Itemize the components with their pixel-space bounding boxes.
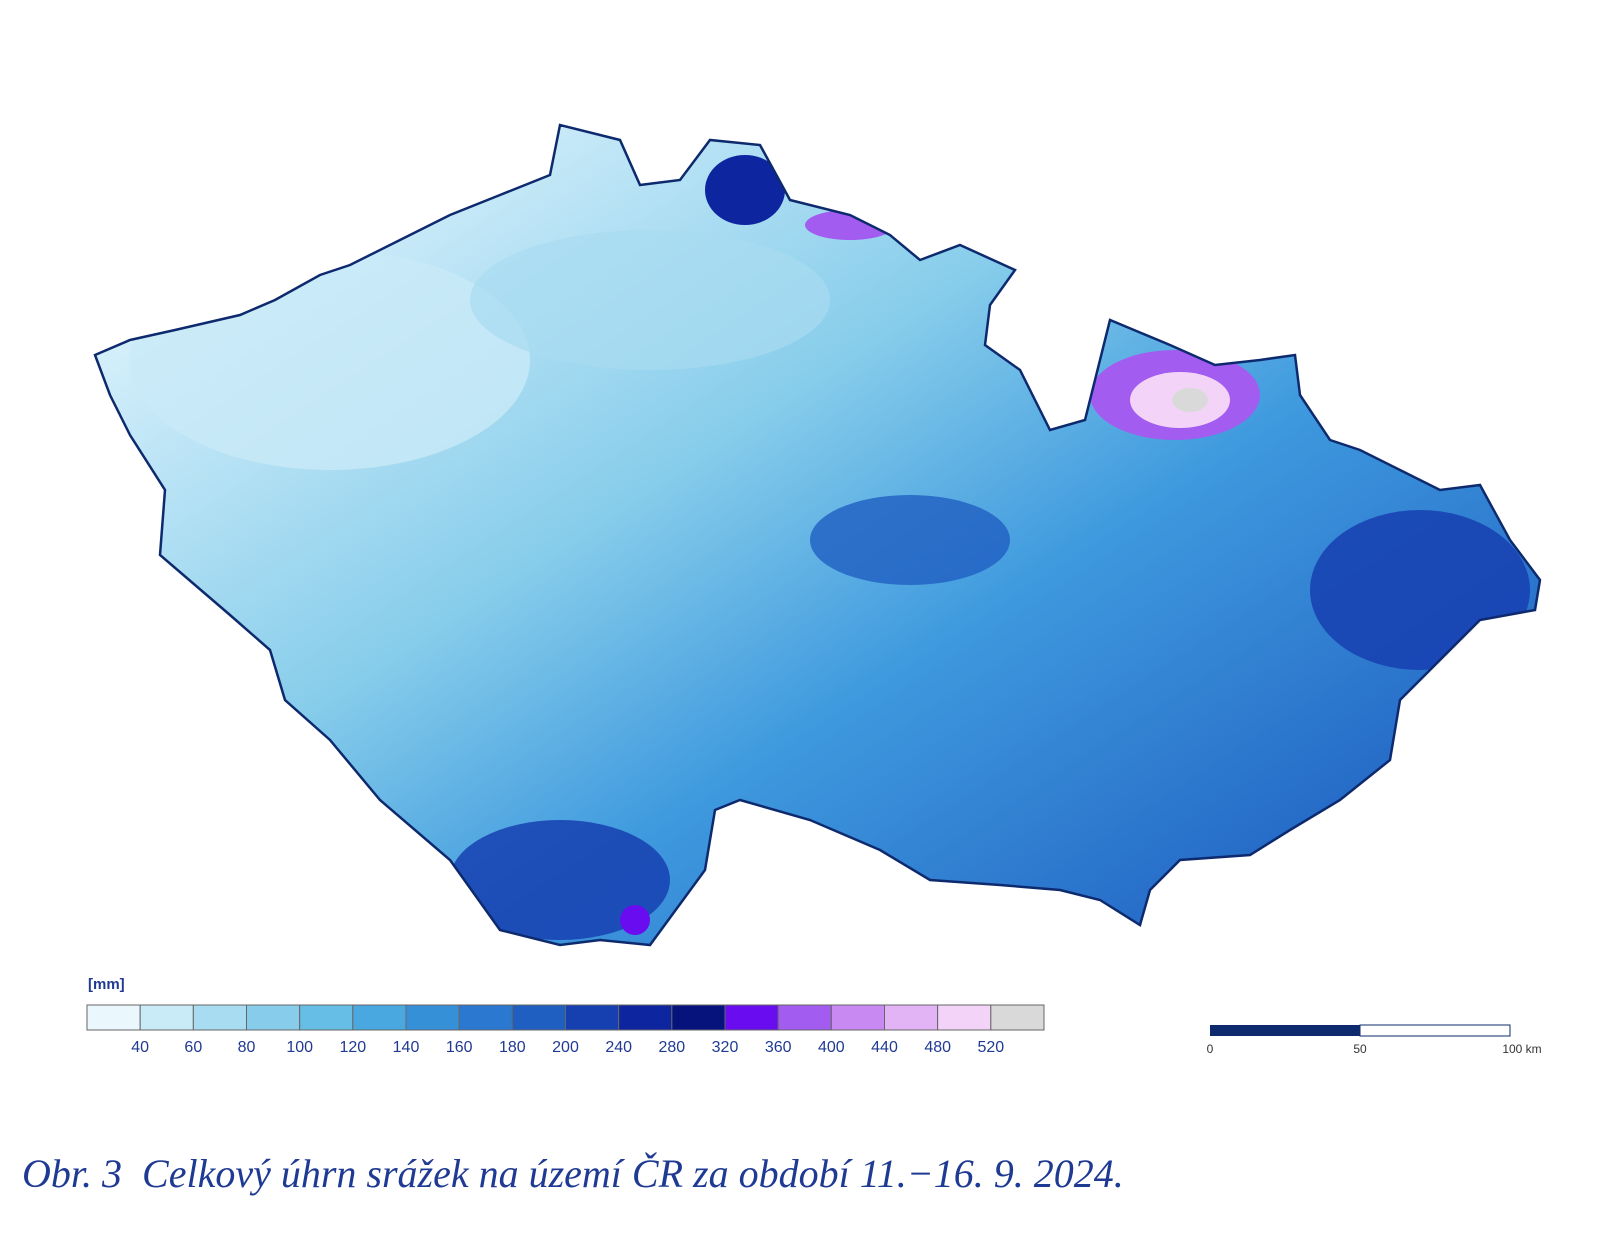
- legend-label: 40: [131, 1039, 149, 1056]
- legend-label: 200: [552, 1039, 579, 1056]
- legend-swatch: [299, 1004, 354, 1031]
- legend-swatch: [830, 1004, 885, 1031]
- legend-label: 280: [658, 1039, 685, 1056]
- scale-bar: 0 50 100 km: [1207, 1024, 1542, 1056]
- legend-swatch: [405, 1004, 460, 1031]
- legend-label: 440: [871, 1039, 898, 1056]
- legend-label: 80: [238, 1039, 256, 1056]
- legend-label: 160: [446, 1039, 473, 1056]
- legend-label: 520: [977, 1039, 1004, 1056]
- legend-label: 240: [605, 1039, 632, 1056]
- legend-swatch: [990, 1004, 1045, 1031]
- scale-light: [1359, 1024, 1511, 1037]
- legend-label: 320: [712, 1039, 739, 1056]
- legend-label: 140: [393, 1039, 420, 1056]
- legend-swatch: [671, 1004, 726, 1031]
- legend-swatch: [937, 1004, 992, 1031]
- legend-unit: [mm]: [88, 976, 125, 993]
- legend-label: 480: [924, 1039, 951, 1056]
- scale-label: 50: [1353, 1042, 1367, 1056]
- legend-label: 360: [765, 1039, 792, 1056]
- caption: Obr. 3 Celkový úhrn srážek na území ČR z…: [22, 1151, 1124, 1196]
- legend-swatch: [777, 1004, 832, 1031]
- legend-swatch: [618, 1004, 673, 1031]
- legend-swatch: [352, 1004, 407, 1031]
- legend-label: 400: [818, 1039, 845, 1056]
- legend-label: 60: [184, 1039, 202, 1056]
- legend-swatch: [139, 1004, 194, 1031]
- scale-label: 100 km: [1502, 1042, 1541, 1056]
- legend-label: 100: [286, 1039, 313, 1056]
- legend-swatch: [86, 1004, 141, 1031]
- legend-swatch: [246, 1004, 301, 1031]
- legend-swatch: [511, 1004, 566, 1031]
- legend-swatch: [565, 1004, 620, 1031]
- legend-label: 180: [499, 1039, 526, 1056]
- scale-dark: [1210, 1025, 1360, 1036]
- legend: 40 60 80 100 120 140 160 180 200 240 280 320 360 400 4…: [86, 1004, 1045, 1056]
- legend-swatch: [192, 1004, 247, 1031]
- legend-label: 120: [339, 1039, 366, 1056]
- legend-swatch: [724, 1004, 779, 1031]
- legend-swatch: [458, 1004, 513, 1031]
- precipitation-map: [95, 125, 1540, 945]
- scale-label: 0: [1207, 1042, 1214, 1056]
- legend-swatch: [884, 1004, 939, 1031]
